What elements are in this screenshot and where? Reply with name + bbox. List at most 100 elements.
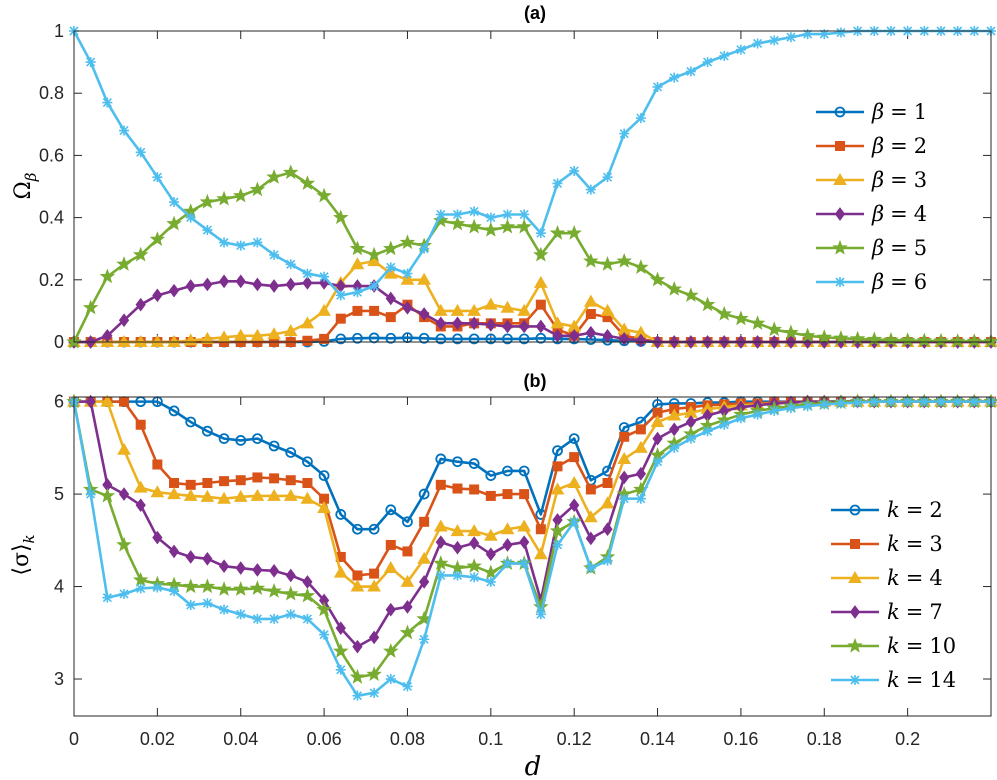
data-point bbox=[483, 528, 498, 541]
legend-value: 3 bbox=[914, 168, 927, 192]
data-point bbox=[185, 212, 196, 223]
series-6 bbox=[69, 26, 996, 301]
panel-a-legend-box bbox=[807, 91, 959, 297]
data-point bbox=[499, 218, 516, 234]
data-point bbox=[469, 572, 480, 583]
data-point bbox=[202, 277, 213, 292]
data-point bbox=[799, 327, 816, 343]
data-point bbox=[399, 624, 416, 640]
data-point bbox=[749, 315, 766, 330]
data-point bbox=[635, 424, 646, 435]
legend-var: β bbox=[871, 270, 884, 294]
x-tick-label: 0.14 bbox=[640, 729, 675, 749]
x-tick-label: 0.02 bbox=[140, 729, 175, 749]
data-point bbox=[283, 324, 298, 337]
y-tick-label: 4 bbox=[54, 577, 64, 597]
data-point bbox=[568, 433, 580, 445]
data-point bbox=[316, 601, 332, 617]
data-point bbox=[352, 305, 363, 316]
data-point bbox=[635, 466, 646, 481]
data-point bbox=[835, 27, 846, 38]
data-point bbox=[385, 332, 397, 344]
data-point bbox=[500, 522, 515, 535]
data-point bbox=[535, 524, 546, 535]
legend-marker bbox=[834, 106, 846, 118]
data-point bbox=[135, 297, 146, 312]
data-point bbox=[216, 190, 232, 206]
data-point bbox=[299, 587, 316, 603]
legend-value: 3 bbox=[929, 532, 942, 556]
data-point bbox=[433, 555, 449, 571]
data-point bbox=[402, 546, 413, 557]
data-point bbox=[719, 50, 730, 61]
legend-var: k bbox=[887, 668, 900, 692]
data-point bbox=[185, 600, 196, 611]
data-point bbox=[452, 316, 463, 331]
data-point bbox=[99, 487, 116, 503]
data-point bbox=[519, 319, 530, 334]
data-point bbox=[669, 72, 680, 83]
legend-entry: k = 10 bbox=[831, 634, 956, 658]
data-point bbox=[349, 240, 366, 256]
data-point bbox=[233, 328, 248, 341]
data-point bbox=[502, 465, 513, 477]
data-point bbox=[550, 316, 565, 329]
data-point bbox=[617, 451, 632, 464]
data-point bbox=[585, 325, 596, 340]
data-point bbox=[235, 475, 246, 486]
data-point bbox=[852, 397, 863, 408]
x-tick-label: 0 bbox=[69, 729, 79, 749]
data-point bbox=[535, 228, 546, 239]
data-point bbox=[600, 496, 615, 509]
legend-value: 6 bbox=[914, 270, 927, 294]
data-point bbox=[533, 246, 549, 262]
data-point bbox=[317, 303, 331, 316]
data-point bbox=[467, 303, 482, 316]
data-point bbox=[418, 332, 430, 344]
data-point bbox=[169, 477, 180, 488]
data-point bbox=[518, 465, 530, 477]
data-point bbox=[169, 586, 180, 597]
data-point bbox=[235, 561, 246, 575]
y-tick-label: 6 bbox=[54, 392, 64, 412]
data-point bbox=[269, 473, 280, 484]
legend-marker bbox=[849, 504, 861, 516]
data-point bbox=[602, 522, 613, 537]
data-point bbox=[402, 516, 413, 528]
data-point bbox=[152, 288, 163, 303]
panel-b-legend: k = 2 k = 3 k = 4 k = 7 k = 10 k = 14 bbox=[822, 489, 974, 695]
data-point bbox=[816, 329, 833, 344]
x-tick-label: 0.18 bbox=[807, 729, 842, 749]
data-point bbox=[649, 271, 666, 287]
legend-marker bbox=[833, 172, 847, 185]
data-point bbox=[283, 488, 298, 501]
data-point bbox=[899, 332, 916, 348]
data-point bbox=[249, 580, 266, 595]
data-point bbox=[685, 66, 696, 77]
data-point bbox=[485, 490, 496, 501]
data-point bbox=[285, 475, 296, 486]
data-point bbox=[183, 488, 198, 501]
legend-label: β = 6 bbox=[871, 270, 927, 294]
data-point bbox=[650, 414, 665, 427]
data-point bbox=[202, 477, 213, 488]
data-point bbox=[218, 274, 230, 289]
legend-entry: β = 1 bbox=[816, 100, 927, 124]
panel-b-ylabel: ⟨σ⟩k bbox=[9, 534, 38, 575]
data-point bbox=[350, 579, 365, 592]
data-point bbox=[269, 613, 280, 624]
legend-marker bbox=[847, 637, 863, 653]
data-point bbox=[516, 218, 532, 234]
data-point bbox=[833, 330, 849, 345]
data-point bbox=[969, 396, 980, 407]
data-point bbox=[619, 431, 630, 442]
data-point bbox=[933, 332, 949, 348]
data-point bbox=[500, 300, 515, 313]
legend-value: 7 bbox=[929, 600, 942, 624]
data-point bbox=[719, 419, 730, 430]
data-point bbox=[352, 523, 363, 535]
data-point bbox=[266, 169, 282, 184]
data-point bbox=[433, 519, 448, 532]
data-point bbox=[82, 299, 99, 315]
x-tick-label: 0.06 bbox=[307, 729, 342, 749]
